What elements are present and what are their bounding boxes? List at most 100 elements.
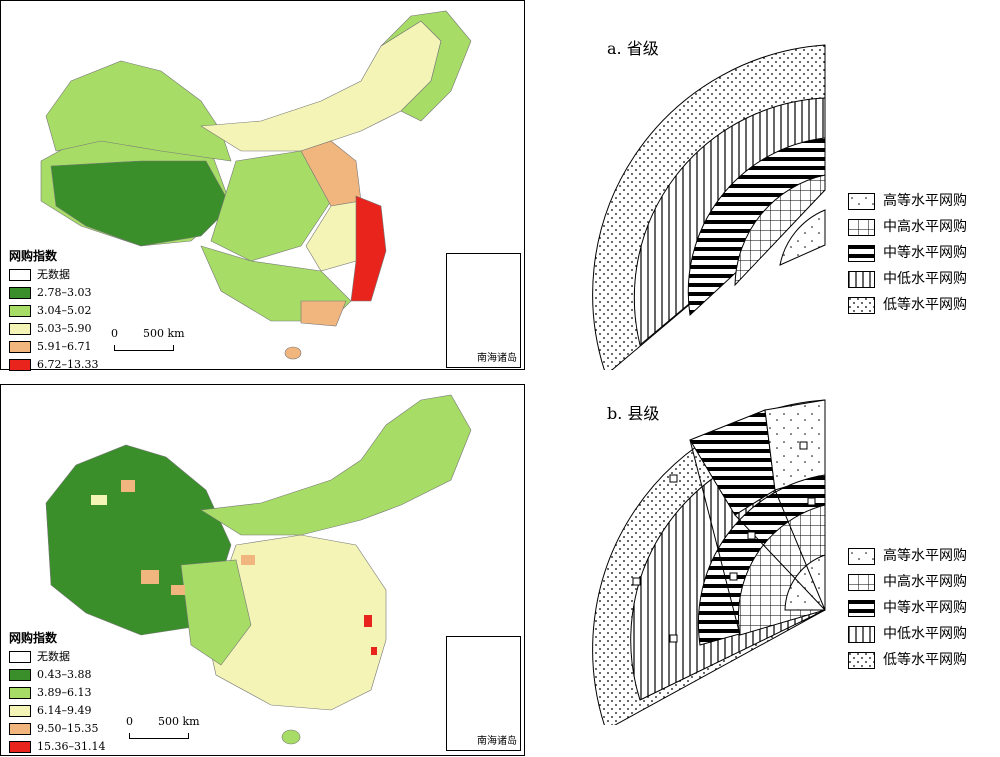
diagram-a-legend: 高等水平网购中高水平网购中等水平网购中低水平网购低等水平网购	[848, 188, 967, 318]
legend-swatch	[848, 651, 875, 669]
scale-label: 500 km	[143, 327, 185, 340]
county-hainan	[281, 729, 301, 745]
legend-swatch	[9, 741, 31, 753]
county-patch	[121, 480, 135, 492]
legend-swatch	[9, 723, 31, 735]
legend-title: 网购指数	[9, 249, 58, 263]
legend-swatch	[9, 323, 31, 335]
legend-item: 0.43–3.88	[9, 666, 105, 684]
county-map-panel: 网购指数 无数据 0.43–3.88 3.89–6.13 6.14–9.49 9.50–…	[0, 384, 525, 756]
region-north-plain	[300, 140, 362, 207]
legend-label: 无数据	[37, 650, 70, 663]
south-china-sea-inset: 南海诸岛	[446, 636, 521, 751]
scale-label: 500 km	[158, 715, 200, 728]
county-patch	[91, 495, 107, 505]
county-map-legend: 网购指数 无数据 0.43–3.88 3.89–6.13 6.14–9.49 9.50–…	[9, 629, 105, 756]
legend-item: 3.04–5.02	[9, 302, 98, 320]
county-patch	[241, 555, 255, 565]
legend-label: 无数据	[37, 268, 70, 281]
legend-item: 中低水平网购	[848, 621, 967, 647]
province-fan-diagram	[592, 44, 826, 370]
legend-swatch	[848, 192, 875, 210]
legend-label: 6.14–9.49	[37, 704, 92, 717]
legend-label: 3.04–5.02	[37, 304, 92, 317]
county-hotspot	[364, 615, 372, 627]
county-region-north	[200, 394, 472, 536]
legend-swatch	[9, 269, 31, 281]
legend-item: 无数据	[9, 266, 98, 284]
province-map-legend: 网购指数 无数据 2.78–3.03 3.04–5.02 5.03–5.90 5.91–…	[9, 247, 98, 374]
region-hainan	[284, 346, 302, 360]
diagram-b-legend: 高等水平网购中高水平网购中等水平网购 中低水平网购 低等水平网购	[848, 543, 967, 673]
legend-swatch	[9, 687, 31, 699]
county-patch	[171, 585, 185, 595]
legend-item: 低等水平网购	[848, 647, 967, 673]
region-east-coast	[350, 195, 387, 302]
legend-swatch	[9, 305, 31, 317]
legend-label: 6.72–13.33	[37, 358, 99, 371]
legend-label: 低等水平网购	[883, 297, 967, 313]
legend-item: 9.50–15.35	[9, 720, 105, 738]
legend-swatch	[848, 573, 875, 591]
legend-item: 无数据	[9, 648, 105, 666]
legend-swatch	[9, 341, 31, 353]
legend-item: 低等水平网购	[848, 292, 967, 318]
legend-label: 5.03–5.90	[37, 322, 92, 335]
region-xinjiang	[45, 60, 232, 162]
legend-item: 中等水平网购	[848, 240, 967, 266]
legend-swatch	[9, 669, 31, 681]
legend-label: 中等水平网购	[883, 600, 967, 616]
legend-swatch	[848, 599, 875, 617]
legend-item: 高等水平网购	[848, 543, 967, 569]
diagram-b-title: b. 县级	[607, 404, 660, 423]
legend-item: 6.72–13.33	[9, 356, 98, 374]
legend-swatch	[848, 296, 875, 314]
inset-label: 南海诸岛	[477, 353, 517, 364]
legend-label: 高等水平网购	[883, 548, 967, 564]
scale-zero: 0	[111, 327, 118, 340]
legend-item: 6.14–9.49	[9, 702, 105, 720]
legend-swatch	[9, 651, 31, 663]
legend-swatch	[848, 218, 875, 236]
legend-swatch	[9, 705, 31, 717]
legend-swatch	[848, 244, 875, 262]
scale-zero: 0	[126, 715, 133, 728]
legend-title: 网购指数	[9, 631, 58, 645]
county-choropleth-map	[45, 394, 472, 745]
legend-swatch	[848, 547, 875, 565]
legend-label: 3.89–6.13	[37, 686, 92, 699]
legend-label: 中低水平网购	[883, 626, 967, 642]
legend-label: 5.91–6.71	[37, 340, 92, 353]
county-hotspot	[371, 647, 377, 655]
region-guangdong	[300, 300, 347, 327]
diagram-a-title: a. 省级	[607, 39, 659, 58]
legend-item: 高等水平网购	[848, 188, 967, 214]
legend-item: 15.36–31.14	[9, 738, 105, 756]
legend-label: 15.36–31.14	[37, 740, 106, 753]
province-map-panel: 网购指数 无数据 2.78–3.03 3.04–5.02 5.03–5.90 5.91–…	[0, 0, 525, 371]
south-china-sea-inset: 南海诸岛	[446, 253, 521, 368]
province-choropleth-map	[40, 10, 472, 360]
legend-item: 3.89–6.13	[9, 684, 105, 702]
county-patch	[141, 570, 159, 584]
legend-item: 中高水平网购	[848, 569, 967, 595]
legend-label: 0.43–3.88	[37, 668, 92, 681]
region-tibet	[50, 160, 232, 247]
legend-swatch	[848, 625, 875, 643]
legend-swatch	[848, 270, 875, 288]
legend-swatch	[9, 359, 31, 371]
county-region-southwest	[180, 559, 252, 666]
county-fan-diagram	[592, 399, 826, 725]
legend-label: 2.78–3.03	[37, 286, 92, 299]
region-inner-mongolia	[200, 20, 442, 152]
legend-item: 中等水平网购	[848, 595, 967, 621]
legend-label: 高等水平网购	[883, 193, 967, 209]
legend-item: 中低水平网购	[848, 266, 967, 292]
legend-label: 低等水平网购	[883, 652, 967, 668]
legend-item: 中高水平网购	[848, 214, 967, 240]
legend-item: 2.78–3.03	[9, 284, 98, 302]
legend-item: 5.03–5.90	[9, 320, 98, 338]
legend-label: 中等水平网购	[883, 245, 967, 261]
legend-swatch	[9, 287, 31, 299]
legend-label: 9.50–15.35	[37, 722, 99, 735]
